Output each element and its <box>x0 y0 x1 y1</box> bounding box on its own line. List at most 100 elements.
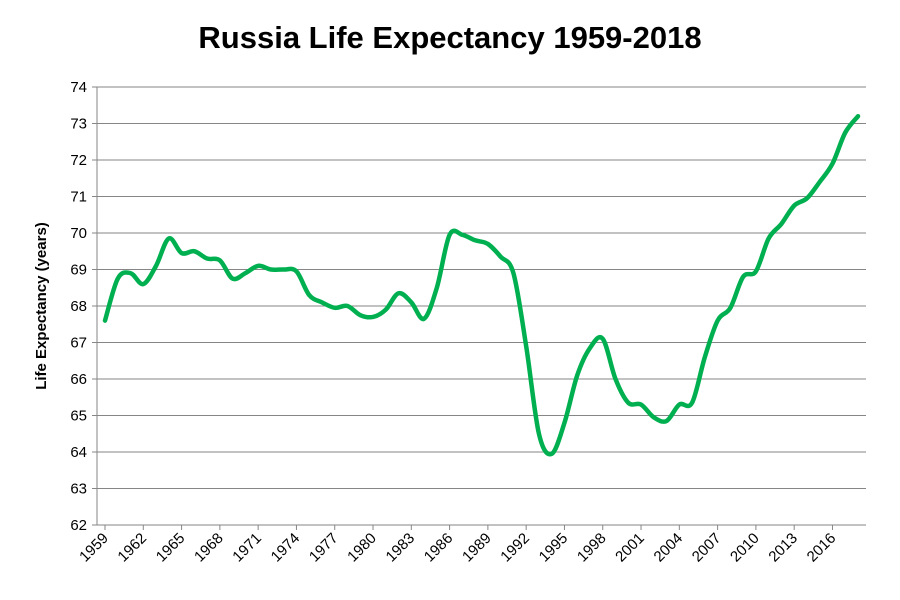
data-point <box>486 242 490 246</box>
axis-labels: Life Expectancy (years) <box>33 222 50 390</box>
x-tick-labels: 1959 1962 1965 1968 1971 1974 1977 1980 1983 1986… <box>76 530 839 566</box>
y-axis-label: Life Expectancy (years) <box>33 222 50 390</box>
data-point <box>550 452 554 456</box>
data-point <box>218 258 222 262</box>
data-point <box>716 319 720 323</box>
x-tick-label: 1986 <box>421 530 457 566</box>
x-tick-label: 1989 <box>459 530 495 566</box>
data-point <box>371 315 375 319</box>
data-point <box>562 421 566 425</box>
x-tick-label: 1968 <box>191 530 227 566</box>
data-point <box>103 319 107 323</box>
data-point <box>397 291 401 295</box>
x-tick-label: 1995 <box>536 530 572 566</box>
data-point <box>805 196 809 200</box>
data-point <box>818 180 822 184</box>
x-tick-label: 1980 <box>344 530 380 566</box>
data-point <box>435 286 439 290</box>
x-tick-label: 1992 <box>497 530 533 566</box>
data-point <box>154 264 158 268</box>
y-tick-label: 73 <box>70 116 87 133</box>
x-tick-label: 1983 <box>383 530 419 566</box>
data-point <box>409 300 413 304</box>
data-point <box>626 401 630 405</box>
data-point <box>754 269 758 273</box>
x-tick-label: 1977 <box>306 530 342 566</box>
data-point <box>320 300 324 304</box>
series-lines <box>102 113 861 457</box>
data-point <box>243 271 247 275</box>
x-tick-label: 2013 <box>765 530 801 566</box>
data-point <box>524 344 528 348</box>
gridlines <box>97 86 866 489</box>
data-point <box>231 277 235 281</box>
axes <box>92 86 866 530</box>
data-point <box>141 282 145 286</box>
data-point <box>614 377 618 381</box>
data-point <box>180 251 184 255</box>
data-point <box>677 403 681 407</box>
data-point <box>422 317 426 321</box>
data-point <box>588 346 592 350</box>
data-point <box>499 255 503 259</box>
data-point <box>460 233 464 237</box>
y-tick-label: 72 <box>70 152 87 169</box>
data-point <box>256 264 260 268</box>
data-point <box>192 249 196 253</box>
data-point <box>345 304 349 308</box>
data-point <box>205 257 209 261</box>
x-tick-label: 2007 <box>689 530 725 566</box>
y-tick-label: 65 <box>70 408 87 425</box>
y-tick-label: 70 <box>70 225 87 242</box>
data-point <box>779 222 783 226</box>
data-point <box>167 236 171 240</box>
data-point <box>703 355 707 359</box>
data-point <box>333 306 337 310</box>
data-point <box>511 271 515 275</box>
data-point <box>358 313 362 317</box>
series-line <box>102 113 861 457</box>
data-point <box>294 269 298 273</box>
data-point <box>282 268 286 272</box>
y-tick-label: 68 <box>70 298 87 315</box>
x-tick-label: 2001 <box>612 530 648 566</box>
data-point <box>652 415 656 419</box>
x-tick-label: 2010 <box>727 530 763 566</box>
data-point <box>690 401 694 405</box>
data-point <box>792 204 796 208</box>
y-tick-label: 74 <box>70 79 87 96</box>
x-tick-label: 1998 <box>574 530 610 566</box>
data-point <box>741 275 745 279</box>
y-tick-label: 63 <box>70 481 87 498</box>
y-tick-label: 64 <box>70 444 87 461</box>
y-tick-label: 62 <box>70 517 87 534</box>
data-point <box>830 162 834 166</box>
x-tick-label: 1971 <box>229 530 265 566</box>
data-point <box>384 308 388 312</box>
data-point <box>601 337 605 341</box>
y-tick-label: 67 <box>70 335 87 352</box>
data-point <box>537 432 541 436</box>
y-tick-label: 66 <box>70 371 87 388</box>
data-point <box>307 293 311 297</box>
data-point <box>116 277 120 281</box>
data-point <box>843 131 847 135</box>
data-point <box>665 419 669 423</box>
data-point <box>473 238 477 242</box>
data-point <box>129 271 133 275</box>
y-tick-label: 69 <box>70 262 87 279</box>
data-point <box>575 373 579 377</box>
x-tick-label: 2016 <box>804 530 840 566</box>
x-tick-label: 1965 <box>153 530 189 566</box>
x-tick-label: 2004 <box>651 530 687 566</box>
data-point <box>767 236 771 240</box>
data-point <box>728 306 732 310</box>
data-point <box>856 114 860 118</box>
y-tick-labels: 62 63 64 65 66 67 68 69 70 71 72 73 74 <box>70 79 87 534</box>
x-tick-label: 1974 <box>268 530 304 566</box>
data-point <box>639 403 643 407</box>
x-tick-label: 1962 <box>114 530 150 566</box>
x-tick-label: 1959 <box>76 530 112 566</box>
y-tick-label: 71 <box>70 189 87 206</box>
